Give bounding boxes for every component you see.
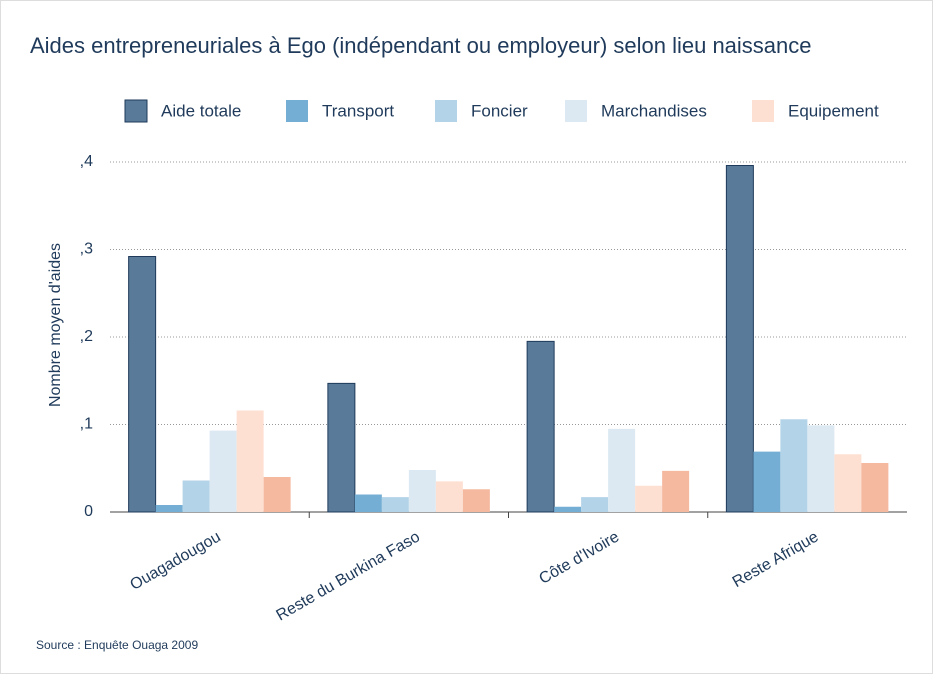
legend-label: Aide totale xyxy=(161,101,241,120)
legend-swatch xyxy=(124,99,148,123)
y-tick-label: ,2 xyxy=(80,328,93,345)
legend-label: Marchandises xyxy=(601,101,707,120)
bar xyxy=(834,454,862,512)
bar xyxy=(236,410,264,512)
legend-swatch xyxy=(286,100,308,122)
legend-swatch xyxy=(752,100,774,122)
bar xyxy=(635,485,663,512)
y-tick-label: 0 xyxy=(84,503,93,520)
y-tick-label: ,4 xyxy=(80,153,93,170)
bar xyxy=(354,494,382,512)
y-tick-label: ,1 xyxy=(80,416,93,433)
bar xyxy=(780,419,808,512)
bar xyxy=(753,451,781,512)
source: Source : Enquête Ouaga 2009 xyxy=(36,638,198,652)
bar xyxy=(209,430,237,512)
bar xyxy=(662,470,690,512)
bar xyxy=(526,340,555,513)
bar xyxy=(725,165,754,513)
bar xyxy=(263,477,291,512)
bar xyxy=(554,506,582,512)
y-axis-label: Nombre moyen d'aides xyxy=(47,243,64,407)
bar xyxy=(861,463,889,512)
legend-label: Equipement xyxy=(788,101,879,120)
chart-title: Aides entrepreneuriales à Ego (indépenda… xyxy=(30,33,812,58)
bar xyxy=(608,428,636,512)
bar xyxy=(327,382,356,513)
legend-swatch xyxy=(565,100,587,122)
bar xyxy=(128,256,157,513)
bar xyxy=(408,470,436,512)
bar xyxy=(381,497,409,512)
y-tick-label: ,3 xyxy=(80,241,93,258)
bar xyxy=(155,505,183,512)
legend-label: Foncier xyxy=(471,101,528,120)
bar xyxy=(435,481,463,512)
bar xyxy=(462,489,490,512)
bar xyxy=(182,480,210,512)
bar xyxy=(581,497,609,512)
legend-swatch xyxy=(435,100,457,122)
bar xyxy=(807,425,835,512)
legend-label: Transport xyxy=(322,101,394,120)
